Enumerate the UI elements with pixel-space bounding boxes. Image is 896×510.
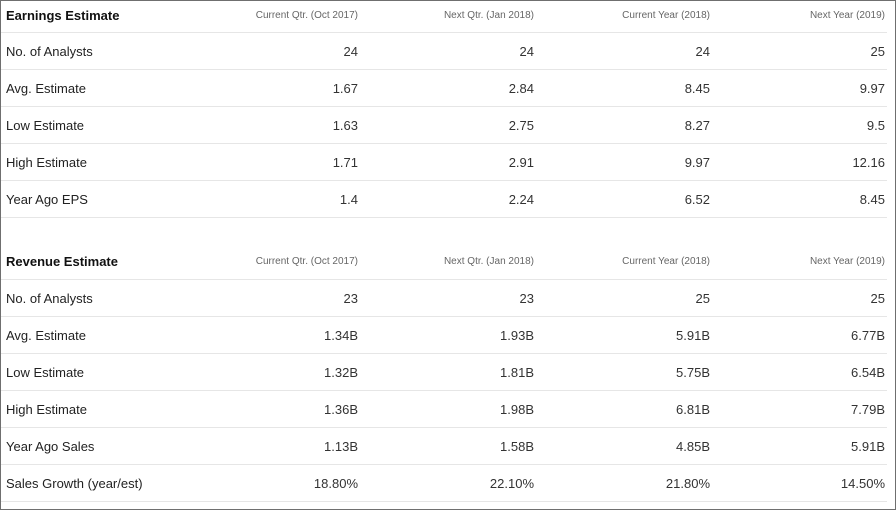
row-label: No. of Analysts [6, 291, 93, 306]
cell-value: 6.54B [851, 365, 885, 380]
cell-value: 9.5 [866, 118, 885, 133]
table-row: High Estimate 1.36B 1.98B 6.81B 7.79B [1, 391, 887, 428]
cell-value: 9.97 [684, 155, 710, 170]
cell-value: 1.93B [500, 328, 534, 343]
cell-value: 1.34B [324, 328, 358, 343]
cell-value: 1.67 [332, 81, 358, 96]
column-header: Next Qtr. (Jan 2018) [443, 10, 534, 21]
cell-value: 7.79B [851, 402, 885, 417]
cell-value: 9.97 [859, 81, 885, 96]
row-label: High Estimate [6, 155, 87, 170]
cell-value: 5.91B [676, 328, 710, 343]
cell-value: 2.84 [508, 81, 534, 96]
cell-value: 22.10% [489, 476, 534, 491]
cell-value: 25 [870, 44, 885, 59]
cell-value: 1.98B [500, 402, 534, 417]
table-row: Low Estimate 1.32B 1.81B 5.75B 6.54B [1, 354, 887, 391]
cell-value: 2.91 [508, 155, 534, 170]
earnings-table-title: Earnings Estimate [6, 8, 120, 23]
table-row: Year Ago EPS 1.4 2.24 6.52 8.45 [1, 181, 887, 218]
row-label: Low Estimate [6, 365, 85, 380]
cell-value: 25 [870, 291, 885, 306]
cell-value: 2.24 [508, 192, 534, 207]
cell-value: 23 [519, 291, 534, 306]
cell-value: 21.80% [665, 476, 710, 491]
cell-value: 6.81B [676, 402, 710, 417]
cell-value: 1.4 [339, 192, 358, 207]
earnings-estimate-table: Earnings Estimate Current Qtr. (Oct 2017… [1, 1, 887, 218]
cell-value: 6.77B [851, 328, 885, 343]
revenue-estimate-table: Revenue Estimate Current Qtr. (Oct 2017)… [1, 243, 887, 502]
table-row: Avg. Estimate 1.67 2.84 8.45 9.97 [1, 70, 887, 107]
earnings-header-row: Earnings Estimate Current Qtr. (Oct 2017… [1, 1, 887, 33]
row-label: Avg. Estimate [6, 81, 86, 96]
revenue-table-title: Revenue Estimate [6, 254, 118, 269]
row-label: No. of Analysts [6, 44, 93, 59]
cell-value: 25 [695, 291, 710, 306]
table-row: Sales Growth (year/est) 18.80% 22.10% 21… [1, 465, 887, 502]
row-label: Year Ago EPS [6, 192, 88, 207]
cell-value: 1.32B [324, 365, 358, 380]
cell-value: 5.75B [676, 365, 710, 380]
cell-value: 14.50% [840, 476, 885, 491]
column-header: Next Year (2019) [809, 10, 885, 21]
table-row: Low Estimate 1.63 2.75 8.27 9.5 [1, 107, 887, 144]
row-label: Low Estimate [6, 118, 85, 133]
cell-value: 1.13B [324, 439, 358, 454]
row-label: Sales Growth (year/est) [6, 476, 143, 491]
table-row: Avg. Estimate 1.34B 1.93B 5.91B 6.77B [1, 317, 887, 354]
cell-value: 8.45 [684, 81, 710, 96]
column-header: Next Year (2019) [809, 256, 885, 267]
cell-value: 1.63 [332, 118, 358, 133]
revenue-header-row: Revenue Estimate Current Qtr. (Oct 2017)… [1, 243, 887, 280]
cell-value: 4.85B [676, 439, 710, 454]
table-row: No. of Analysts 23 23 25 25 [1, 280, 887, 317]
cell-value: 23 [343, 291, 358, 306]
cell-value: 24 [695, 44, 710, 59]
row-label: Year Ago Sales [6, 439, 95, 454]
column-header: Current Qtr. (Oct 2017) [255, 10, 358, 21]
cell-value: 1.81B [500, 365, 534, 380]
cell-value: 18.80% [313, 476, 358, 491]
cell-value: 1.71 [332, 155, 358, 170]
cell-value: 5.91B [851, 439, 885, 454]
column-header: Next Qtr. (Jan 2018) [443, 256, 534, 267]
column-header: Current Qtr. (Oct 2017) [255, 256, 358, 267]
column-header: Current Year (2018) [622, 256, 710, 267]
cell-value: 2.75 [508, 118, 534, 133]
cell-value: 1.58B [500, 439, 534, 454]
cell-value: 6.52 [684, 192, 710, 207]
table-row: Year Ago Sales 1.13B 1.58B 4.85B 5.91B [1, 428, 887, 465]
cell-value: 8.45 [859, 192, 885, 207]
column-header: Current Year (2018) [622, 10, 710, 21]
row-label: Avg. Estimate [6, 328, 86, 343]
table-row: High Estimate 1.71 2.91 9.97 12.16 [1, 144, 887, 181]
cell-value: 24 [519, 44, 534, 59]
cell-value: 8.27 [684, 118, 710, 133]
row-label: High Estimate [6, 402, 87, 417]
cell-value: 12.16 [852, 155, 885, 170]
cell-value: 24 [343, 44, 358, 59]
table-row: No. of Analysts 24 24 24 25 [1, 33, 887, 70]
cell-value: 1.36B [324, 402, 358, 417]
